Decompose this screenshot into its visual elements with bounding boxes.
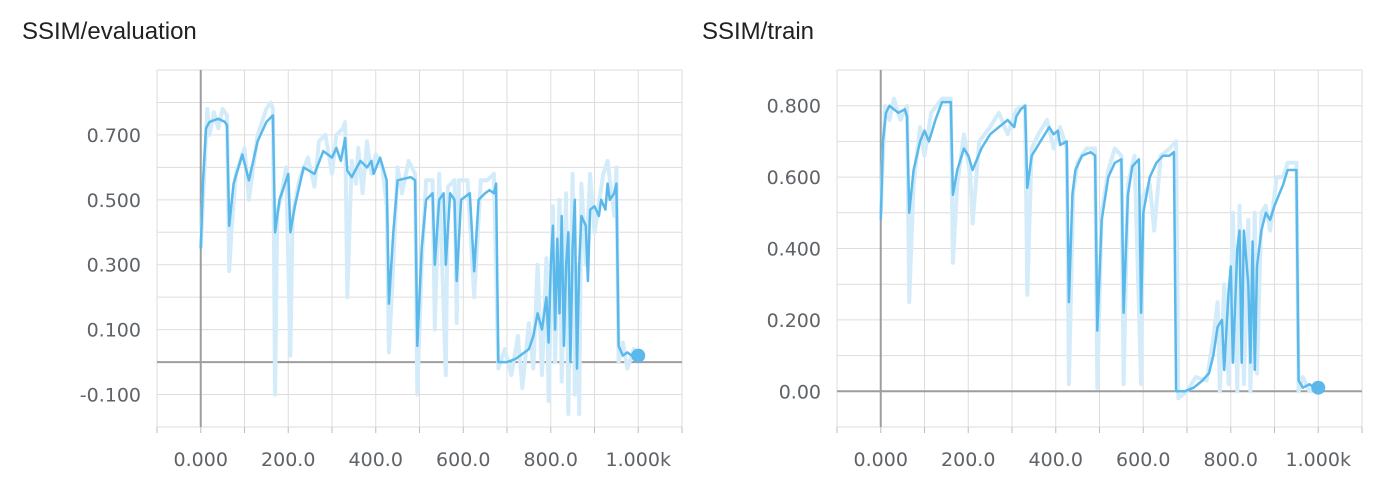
series-end-marker: [1311, 380, 1326, 395]
x-tick-label: 0.000: [854, 449, 908, 471]
x-tick-label: 1.000k: [606, 449, 671, 471]
series-line-raw: [878, 96, 1320, 401]
chart-svg: 0.700 0.500 0.300 0.100 -0.100 0.000 200.0 400.…: [80, 69, 683, 471]
x-tick-label: 200.0: [261, 449, 315, 471]
chart-title: SSIM/train: [702, 18, 815, 45]
x-tick-label: 800.0: [1204, 449, 1258, 471]
y-tick-label: 0.500: [87, 190, 141, 212]
x-tick-label: 600.0: [1116, 449, 1170, 471]
series-line-smoothed: [199, 114, 639, 370]
x-tick-label: 400.0: [1029, 449, 1083, 471]
series-line-smoothed: [879, 100, 1319, 393]
chart-panel-ssim-train: SSIM/train 0.800 0.600 0.400 0.200 0.00 0.000…: [680, 0, 1380, 480]
y-tick-label: 0.200: [767, 310, 821, 332]
y-tick-label: 0.800: [767, 96, 821, 118]
chart-svg: 0.800 0.600 0.400 0.200 0.00 0.000 200.0 400.0 6…: [767, 69, 1363, 471]
y-tick-label: 0.400: [767, 239, 821, 261]
y-tick-label: -0.100: [80, 385, 141, 407]
y-tick-label: 0.600: [767, 167, 821, 189]
x-tick-label: 0.000: [174, 449, 228, 471]
y-tick-label: 0.00: [779, 381, 821, 403]
y-tick-label: 0.100: [87, 320, 141, 342]
x-tick-label: 600.0: [436, 449, 490, 471]
y-tick-label: 0.700: [87, 125, 141, 147]
chart-title: SSIM/evaluation: [22, 18, 197, 45]
series-end-marker: [631, 348, 646, 363]
x-tick-label: 400.0: [349, 449, 403, 471]
x-tick-label: 200.0: [941, 449, 995, 471]
x-tick-label: 1.000k: [1286, 449, 1351, 471]
chart-panel-ssim-evaluation: SSIM/evaluation 0.700 0.500 0.300 0.100 -0.1…: [22, 18, 683, 471]
x-tick-label: 800.0: [524, 449, 578, 471]
y-tick-label: 0.300: [87, 255, 141, 277]
